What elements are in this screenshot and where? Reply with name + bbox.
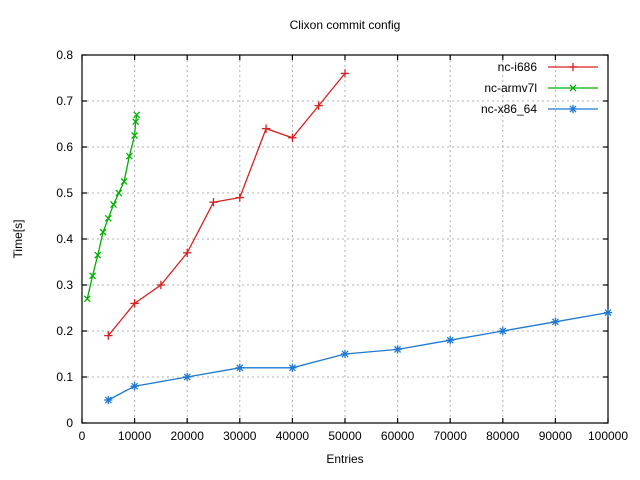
marker-stroke — [89, 272, 97, 280]
data-point-nc-x86_64 — [446, 336, 455, 345]
series-line-nc-armv7l — [86, 114, 138, 299]
series-layer — [83, 69, 613, 405]
marker-stroke — [94, 251, 102, 259]
data-point-nc-x86_64 — [104, 395, 113, 405]
x-tick-label: 90000 — [539, 429, 573, 443]
series-line-nc-x86_64 — [107, 311, 609, 401]
marker-stroke — [288, 364, 296, 372]
axes-layer — [81, 54, 609, 424]
legend-marker-nc-i686 — [568, 62, 578, 72]
data-point-nc-armv7l — [89, 272, 97, 280]
data-point-nc-armv7l — [110, 201, 118, 208]
legend-layer: nc-i686 nc-armv7l nc-x86_64 — [481, 60, 598, 116]
y-tick-label: 0.5 — [56, 186, 73, 200]
y-tick-label: 0.2 — [56, 324, 73, 338]
data-point-nc-x86_64 — [551, 317, 560, 326]
series-line-nc-i686 — [107, 72, 346, 337]
legend-label-nc-armv7l[interactable]: nc-armv7l — [484, 81, 537, 95]
marker-stroke — [499, 327, 507, 335]
marker-stroke — [110, 201, 118, 208]
legend-label-nc-i686[interactable]: nc-i686 — [498, 60, 538, 74]
data-point-nc-x86_64 — [235, 363, 244, 372]
data-point-nc-x86_64 — [130, 382, 139, 391]
x-tick-label: 0 — [79, 429, 86, 443]
y-tick-label: 0.6 — [56, 140, 73, 154]
data-point-nc-i686 — [156, 280, 166, 290]
data-point-nc-armv7l — [94, 251, 102, 259]
marker-stroke — [446, 336, 454, 344]
marker-stroke — [551, 318, 559, 326]
marker-stroke — [341, 350, 349, 358]
marker-stroke — [120, 178, 128, 185]
marker-stroke — [133, 111, 141, 119]
data-point-nc-x86_64 — [603, 308, 613, 317]
marker-stroke — [131, 132, 139, 139]
data-point-nc-i686 — [209, 198, 218, 207]
legend-label-nc-x86_64[interactable]: nc-x86_64 — [481, 102, 537, 116]
marker-stroke — [604, 309, 612, 317]
x-axis-label: Entries — [326, 452, 363, 466]
y-tick-label: 0.1 — [56, 370, 73, 384]
marker-stroke — [132, 118, 140, 126]
y-tick-label: 0.7 — [56, 94, 73, 108]
data-point-nc-armv7l — [125, 152, 133, 160]
marker-stroke — [83, 295, 91, 303]
x-tick-label: 40000 — [276, 429, 310, 443]
x-tick-label: 50000 — [328, 429, 362, 443]
x-tick-label: 70000 — [434, 429, 468, 443]
x-tick-label: 20000 — [171, 429, 205, 443]
data-point-nc-x86_64 — [393, 345, 402, 354]
marker-stroke — [99, 228, 107, 236]
legend-marker-nc-x86_64 — [568, 104, 578, 114]
x-tick-label: 10000 — [118, 429, 152, 443]
data-point-nc-armv7l — [133, 111, 141, 119]
marker-stroke — [104, 396, 112, 404]
data-point-nc-i686 — [104, 331, 113, 340]
data-point-nc-armv7l — [115, 189, 123, 197]
series-nc-x86_64 — [104, 308, 613, 405]
x-tick-label: 100000 — [588, 429, 628, 443]
x-tick-label: 60000 — [381, 429, 415, 443]
y-tick-label: 0 — [66, 416, 73, 430]
y-tick-label: 0.3 — [56, 278, 73, 292]
data-point-nc-i686 — [130, 299, 139, 308]
data-point-nc-armv7l — [99, 228, 107, 236]
y-axis-label: Time[s] — [11, 220, 25, 259]
marker-stroke — [104, 214, 112, 222]
marker-stroke — [131, 382, 139, 390]
marker-stroke — [569, 105, 577, 113]
series-nc-i686 — [104, 69, 350, 340]
data-point-nc-armv7l — [83, 295, 91, 303]
y-tick-label: 0.4 — [56, 232, 73, 246]
data-point-nc-armv7l — [120, 178, 128, 185]
data-point-nc-armv7l — [132, 118, 140, 126]
data-point-nc-x86_64 — [340, 349, 350, 359]
marker-stroke — [236, 364, 244, 372]
data-point-nc-i686 — [288, 133, 297, 142]
data-point-nc-i686 — [235, 193, 244, 202]
marker-stroke — [394, 345, 402, 353]
labels-layer: 0 10000 20000 30000 40000 50000 60000 70000 8000… — [11, 18, 628, 466]
marker-stroke — [125, 152, 133, 160]
marker-stroke — [115, 189, 123, 197]
data-point-nc-x86_64 — [288, 363, 297, 372]
legend-marker-nc-armv7l — [569, 84, 577, 92]
data-point-nc-armv7l — [131, 132, 139, 139]
marker-stroke — [569, 84, 577, 92]
chart-title: Clixon commit config — [290, 18, 401, 32]
marker-stroke — [183, 373, 191, 381]
x-tick-label: 80000 — [486, 429, 520, 443]
data-point-nc-i686 — [314, 101, 323, 110]
data-point-nc-i686 — [340, 69, 350, 78]
y-tick-label: 0.8 — [56, 48, 73, 62]
series-nc-armv7l — [83, 111, 141, 303]
x-tick-label: 30000 — [223, 429, 257, 443]
data-point-nc-x86_64 — [498, 326, 507, 336]
data-point-nc-i686 — [261, 124, 271, 133]
data-point-nc-i686 — [183, 248, 192, 257]
data-point-nc-armv7l — [104, 214, 112, 222]
data-point-nc-x86_64 — [183, 372, 192, 382]
